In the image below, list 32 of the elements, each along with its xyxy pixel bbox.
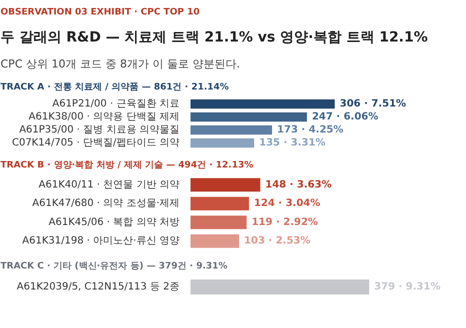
bar <box>190 138 254 148</box>
data-label: 124 · 3.04% <box>254 198 320 210</box>
bar <box>190 178 260 192</box>
bar <box>190 196 249 210</box>
y-tick-label: A61K2039/5, C12N15/113 등 2종 <box>16 282 180 292</box>
bar <box>190 216 247 230</box>
bar <box>190 234 240 248</box>
bar <box>190 112 307 122</box>
text: TRACK A · 전통 치료제 / 의약품 — 861건 · 21.14% <box>0 82 229 92</box>
data-label: 247 · 6.06% <box>312 112 378 122</box>
bar <box>190 125 272 135</box>
data-label: 173 · 4.25% <box>277 124 344 136</box>
chart-title: 두 갈래의 R&D — 치료제 트랙 21.1% vs 영양·복합 트랙 12.1% <box>0 30 428 46</box>
data-label: 103 · 2.53% <box>244 236 310 247</box>
y-tick-label: C07K14/705 · 단백질/펩타이드 의약 <box>12 138 180 148</box>
y-tick-label: A61K31/198 · 아미노산·류신 영양 <box>22 236 180 247</box>
data-label: 135 · 3.31% <box>259 138 326 148</box>
text: OBSERVATION 03 EXHIBIT · CPC TOP 10 <box>0 8 200 18</box>
data-label: 148 · 3.63% <box>265 179 332 190</box>
y-tick-label: A61K47/680 · 의약 조성물·제제 <box>32 198 180 210</box>
y-tick-label: A61K45/06 · 복합 의약 처방 <box>48 216 180 228</box>
y-tick-label: A61P21/00 · 근육질환 치료 <box>52 98 180 110</box>
y-tick-label: A61K40/11 · 천연물 기반 의약 <box>38 179 180 190</box>
y-tick-label: A61P35/00 · 질병 치료용 의약물질 <box>19 124 180 136</box>
chart-subtitle: CPC 상위 10개 코드 중 8개가 이 둘로 양분된다. <box>0 58 240 70</box>
bar <box>190 99 335 109</box>
y-tick-label: A61K38/00 · 의약용 단백질 제제 <box>28 112 180 122</box>
text: TRACK C · 기타 (백신·유전자 등) — 379건 · 9.31% <box>0 262 228 272</box>
data-label: 119 · 2.92% <box>252 216 318 228</box>
chart-title: TRACK B · 영양·복합 처방 / 제제 기술 — 494건 · 12.13% <box>0 160 254 170</box>
data-label: 379 · 9.31% <box>374 282 440 292</box>
data-label: 306 · 7.51% <box>340 98 406 110</box>
